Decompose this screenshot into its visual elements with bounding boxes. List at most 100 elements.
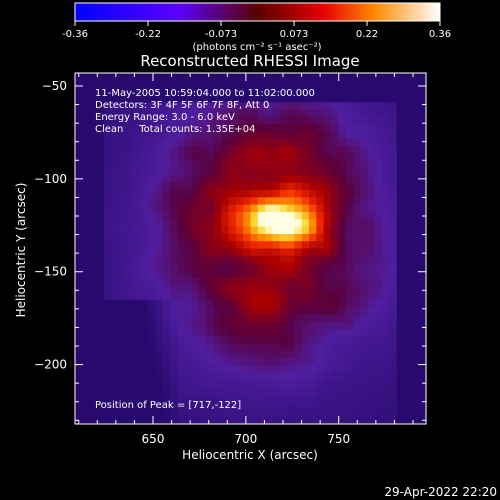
heatmap-cell bbox=[82, 321, 91, 330]
heatmap-cell bbox=[316, 314, 325, 323]
heatmap-cell bbox=[82, 248, 91, 257]
heatmap-cell bbox=[228, 358, 237, 367]
heatmap-cell bbox=[118, 263, 127, 272]
heatmap-cell bbox=[294, 146, 303, 155]
heatmap-cell bbox=[184, 73, 193, 81]
heatmap-cell bbox=[148, 182, 157, 191]
heatmap-cell bbox=[287, 175, 295, 184]
colorbar-tick-label: 0.073 bbox=[280, 29, 309, 40]
heatmap-cell bbox=[75, 328, 83, 337]
heatmap-cell bbox=[389, 358, 398, 367]
heatmap-cell bbox=[309, 197, 317, 206]
heatmap-cell bbox=[374, 372, 383, 381]
heatmap-cell bbox=[382, 365, 391, 374]
heatmap-cell bbox=[265, 124, 274, 133]
heatmap-cell bbox=[82, 365, 91, 374]
heatmap-cell bbox=[199, 358, 208, 367]
heatmap-cell bbox=[82, 109, 91, 118]
heatmap-cell bbox=[104, 190, 113, 198]
heatmap-cell bbox=[206, 248, 215, 257]
heatmap-cell bbox=[206, 80, 215, 89]
heatmap-cell bbox=[192, 270, 200, 279]
heatmap-cell bbox=[418, 102, 426, 111]
heatmap-cell bbox=[389, 314, 398, 323]
heatmap-cell bbox=[243, 109, 252, 118]
heatmap-cell bbox=[192, 160, 200, 169]
heatmap-cell bbox=[96, 219, 105, 228]
heatmap-cell bbox=[75, 182, 83, 191]
heatmap-cell bbox=[257, 219, 266, 228]
heatmap-cell bbox=[360, 350, 369, 359]
heatmap-cell bbox=[213, 380, 222, 389]
heatmap-cell bbox=[126, 168, 135, 176]
heatmap-cell bbox=[316, 343, 325, 352]
heatmap-cell bbox=[89, 80, 98, 89]
heatmap-cell bbox=[96, 233, 105, 242]
heatmap-cell bbox=[235, 350, 244, 359]
heatmap-cell bbox=[118, 402, 127, 410]
heatmap-cell bbox=[155, 277, 164, 286]
heatmap-cell bbox=[404, 307, 412, 315]
heatmap-cell bbox=[396, 233, 405, 242]
heatmap-cell bbox=[374, 248, 383, 257]
heatmap-cell bbox=[396, 182, 405, 191]
heatmap-cell bbox=[111, 409, 120, 418]
heatmap-cell bbox=[411, 219, 420, 228]
heatmap-cell bbox=[75, 131, 83, 140]
heatmap-cell bbox=[418, 328, 426, 337]
heatmap-cell bbox=[279, 307, 288, 315]
heatmap-cell bbox=[250, 102, 259, 111]
heatmap-cell bbox=[294, 131, 303, 140]
heatmap-cell bbox=[155, 270, 164, 279]
heatmap-cell bbox=[118, 380, 127, 389]
heatmap-cell bbox=[177, 263, 186, 272]
heatmap-cell bbox=[96, 197, 105, 206]
heatmap-cell bbox=[118, 270, 127, 279]
heatmap-cell bbox=[213, 409, 222, 418]
heatmap-cell bbox=[89, 160, 98, 169]
heatmap-cell bbox=[177, 160, 186, 169]
heatmap-cell bbox=[118, 182, 127, 191]
heatmap-cell bbox=[316, 204, 325, 213]
heatmap-cell bbox=[199, 328, 208, 337]
heatmap-cell bbox=[184, 255, 193, 264]
heatmap-cell bbox=[382, 175, 391, 184]
heatmap-cell bbox=[126, 102, 135, 111]
heatmap-cell bbox=[96, 270, 105, 279]
heatmap-cell bbox=[389, 182, 398, 191]
heatmap-cell bbox=[294, 241, 303, 250]
heatmap-cell bbox=[221, 131, 230, 140]
heatmap-cell bbox=[396, 168, 405, 176]
heatmap-cell bbox=[382, 380, 391, 389]
heatmap-cell bbox=[389, 226, 398, 235]
heatmap-cell bbox=[206, 343, 215, 352]
heatmap-cell bbox=[418, 365, 426, 374]
heatmap-cell bbox=[316, 285, 325, 293]
heatmap-cell bbox=[177, 314, 186, 323]
heatmap-cell bbox=[330, 241, 339, 250]
heatmap-cell bbox=[221, 343, 230, 352]
heatmap-cell bbox=[323, 233, 332, 242]
heatmap-cell bbox=[104, 211, 113, 220]
heatmap-cell bbox=[360, 124, 369, 133]
heatmap-cell bbox=[345, 197, 354, 206]
heatmap-cell bbox=[206, 358, 215, 367]
heatmap-cell bbox=[352, 219, 361, 228]
heatmap-cell bbox=[345, 138, 354, 147]
heatmap-cell bbox=[257, 336, 266, 345]
heatmap-cell bbox=[338, 358, 347, 367]
heatmap-cell bbox=[382, 131, 391, 140]
heatmap-cell bbox=[382, 263, 391, 272]
heatmap-cell bbox=[418, 94, 426, 103]
heatmap-cell bbox=[133, 350, 142, 359]
heatmap-cell bbox=[360, 197, 369, 206]
heatmap-cell bbox=[367, 204, 376, 213]
heatmap-cell bbox=[155, 219, 164, 228]
heatmap-cell bbox=[140, 182, 149, 191]
heatmap-cell bbox=[352, 190, 361, 198]
heatmap-cell bbox=[75, 190, 83, 198]
heatmap-cell bbox=[396, 175, 405, 184]
heatmap-cell bbox=[382, 321, 391, 330]
heatmap-cell bbox=[228, 211, 237, 220]
heatmap-cell bbox=[213, 94, 222, 103]
